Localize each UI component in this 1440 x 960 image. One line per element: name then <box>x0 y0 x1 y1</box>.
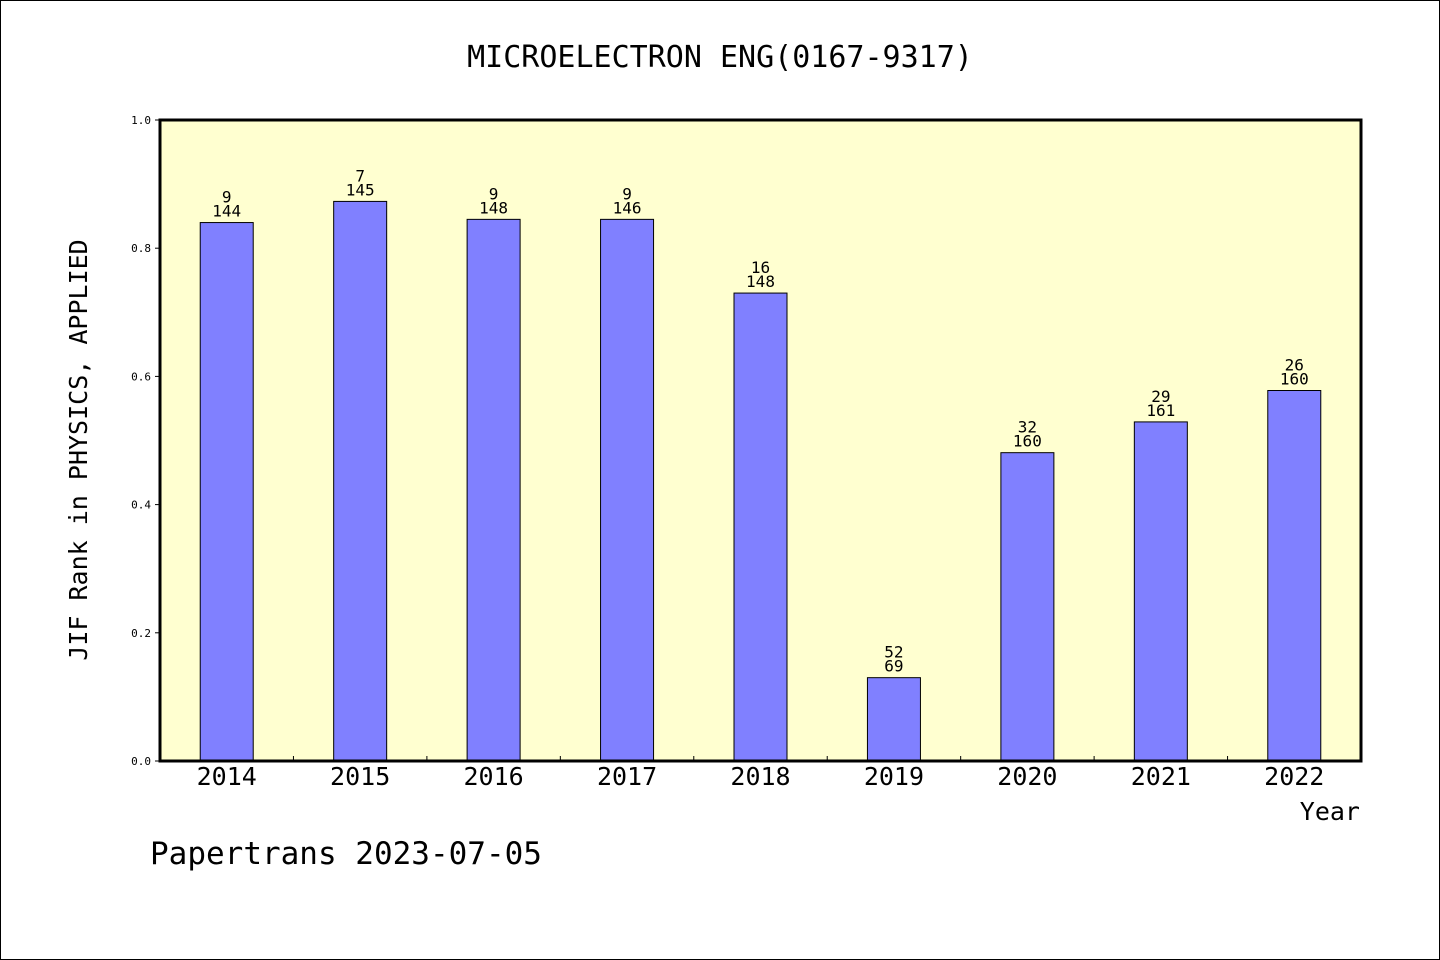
y-tick-label: 0.2 <box>131 627 151 640</box>
bar-total-label: 144 <box>212 202 241 221</box>
y-axis: 0.0 0.2 0.4 0.6 0.8 1.0 <box>131 114 160 768</box>
bar-rank-label: 9 <box>622 184 632 203</box>
bar-total-label: 160 <box>1013 432 1042 451</box>
y-tick-label: 0.4 <box>131 499 151 512</box>
bar-2014 <box>199 222 254 762</box>
x-tick-label: 2021 <box>1131 762 1191 791</box>
x-tick-label: 2017 <box>597 762 657 791</box>
bar-2015 <box>333 200 388 762</box>
x-tick-label: 2020 <box>997 762 1057 791</box>
x-axis: 2014 2015 2016 2017 2018 2019 2020 2021 2022 <box>197 756 1324 791</box>
x-tick-label: 2019 <box>864 762 924 791</box>
bar-2018 <box>733 292 788 762</box>
bar-rank-label: 26 <box>1285 356 1304 375</box>
bar-total-label: 146 <box>613 198 642 217</box>
bar-total-label: 161 <box>1146 401 1175 420</box>
bar-rank-label: 9 <box>222 188 232 207</box>
y-axis-label: JIF Rank in PHYSICS, APPLIED <box>64 239 93 660</box>
bar-total-label: 69 <box>884 657 903 676</box>
plot-border <box>158 118 1363 763</box>
y-tick-label: 0.6 <box>131 370 151 383</box>
x-tick-label: 2022 <box>1264 762 1324 791</box>
bar-2019 <box>866 677 921 762</box>
bar-rank-label: 16 <box>751 258 770 277</box>
x-tick-label: 2018 <box>730 762 790 791</box>
bar-rank-label: 32 <box>1018 418 1037 437</box>
y-tick-label: 1.0 <box>131 114 151 127</box>
bar-2021 <box>1133 421 1188 762</box>
bar-rank-label: 29 <box>1151 387 1170 406</box>
chart-title: MICROELECTRON ENG(0167-9317) <box>467 40 973 75</box>
bar-total-label: 145 <box>346 180 375 199</box>
bar-total-label: 148 <box>746 272 775 291</box>
x-tick-label: 2014 <box>197 762 257 791</box>
bar-total-label: 148 <box>479 198 508 217</box>
bar-2016 <box>466 218 521 762</box>
bar-2022 <box>1267 390 1322 762</box>
x-axis-label: Year <box>1300 797 1360 826</box>
bar-rank-label: 7 <box>355 166 365 185</box>
footer-stamp: Papertrans 2023-07-05 <box>150 836 542 872</box>
y-tick-label: 0.8 <box>131 242 151 255</box>
x-tick-label: 2015 <box>330 762 390 791</box>
bar-2020 <box>1000 452 1055 762</box>
bar-total-label: 160 <box>1280 370 1309 389</box>
y-tick-label: 0.0 <box>131 755 151 768</box>
bar-2017 <box>600 218 655 762</box>
bar-rank-label: 9 <box>489 184 499 203</box>
bar-rank-label: 52 <box>884 643 903 662</box>
x-tick-label: 2016 <box>464 762 524 791</box>
